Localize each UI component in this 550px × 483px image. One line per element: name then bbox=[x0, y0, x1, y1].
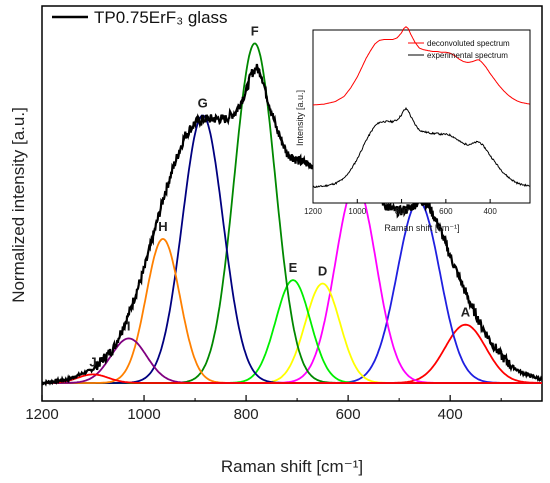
peak-curve-a bbox=[42, 323, 542, 384]
inset-x-axis-title: Raman shift [cm⁻¹] bbox=[384, 223, 459, 233]
legend-label-experimental: TP0.75ErF₃ glass bbox=[94, 8, 228, 27]
inset-x-ticks: 1200 1000 800 600 400 bbox=[304, 199, 497, 216]
inset-experimental-line bbox=[312, 106, 530, 189]
x-axis-ticks: 1200 1000 800 600 400 bbox=[25, 395, 502, 423]
experimental-spectrum-line bbox=[41, 63, 543, 387]
inset-frame bbox=[312, 29, 531, 204]
inset-x-tick-label-600: 600 bbox=[439, 207, 453, 216]
plot-frame bbox=[41, 5, 543, 402]
inset-x-tick-label-1000: 1000 bbox=[348, 207, 366, 216]
x-tick-label-800: 800 bbox=[234, 406, 259, 423]
x-tick-label-600: 600 bbox=[336, 406, 361, 423]
peak-label-h: H bbox=[158, 219, 167, 234]
inset-legend-label-deconvoluted: deconvoluted spectrum bbox=[427, 39, 510, 48]
x-tick-label-1200: 1200 bbox=[25, 406, 58, 423]
inset-x-tick-label-1200: 1200 bbox=[304, 207, 322, 216]
x-tick-label-400: 400 bbox=[438, 406, 463, 423]
inset-x-tick-label-800: 800 bbox=[395, 207, 409, 216]
inset-deconvoluted-line bbox=[312, 26, 530, 106]
x-tick-label-1000: 1000 bbox=[127, 406, 160, 423]
deconvoluted-peaks bbox=[42, 42, 542, 384]
peak-label-j: J bbox=[89, 354, 96, 369]
main-legend: TP0.75ErF₃ glass bbox=[52, 8, 228, 27]
peak-label-d: D bbox=[318, 264, 327, 279]
inset-curves bbox=[312, 26, 530, 189]
inset-legend-label-experimental: experimental spectrum bbox=[427, 51, 508, 60]
inset-x-tick-label-400: 400 bbox=[483, 207, 497, 216]
inset-plot: 1200 1000 800 600 400 Raman shift [cm⁻¹] Int… bbox=[295, 26, 531, 233]
peak-label-e: E bbox=[289, 260, 298, 275]
peak-label-a: A bbox=[461, 305, 471, 320]
peak-label-g: G bbox=[198, 95, 208, 110]
y-axis-title: Normalized intensity [a.u.] bbox=[9, 107, 28, 303]
peak-curve-j bbox=[42, 373, 542, 384]
inset-y-axis-title: Intensity [a.u.] bbox=[295, 90, 305, 146]
peak-curve-c bbox=[42, 183, 542, 384]
experimental-curve-group bbox=[41, 63, 543, 387]
peak-label-i: I bbox=[127, 318, 131, 333]
x-axis-title: Raman shift [cm⁻¹] bbox=[221, 457, 363, 476]
inset-legend: deconvoluted spectrum experimental spect… bbox=[408, 39, 510, 60]
peak-label-f: F bbox=[251, 23, 259, 38]
